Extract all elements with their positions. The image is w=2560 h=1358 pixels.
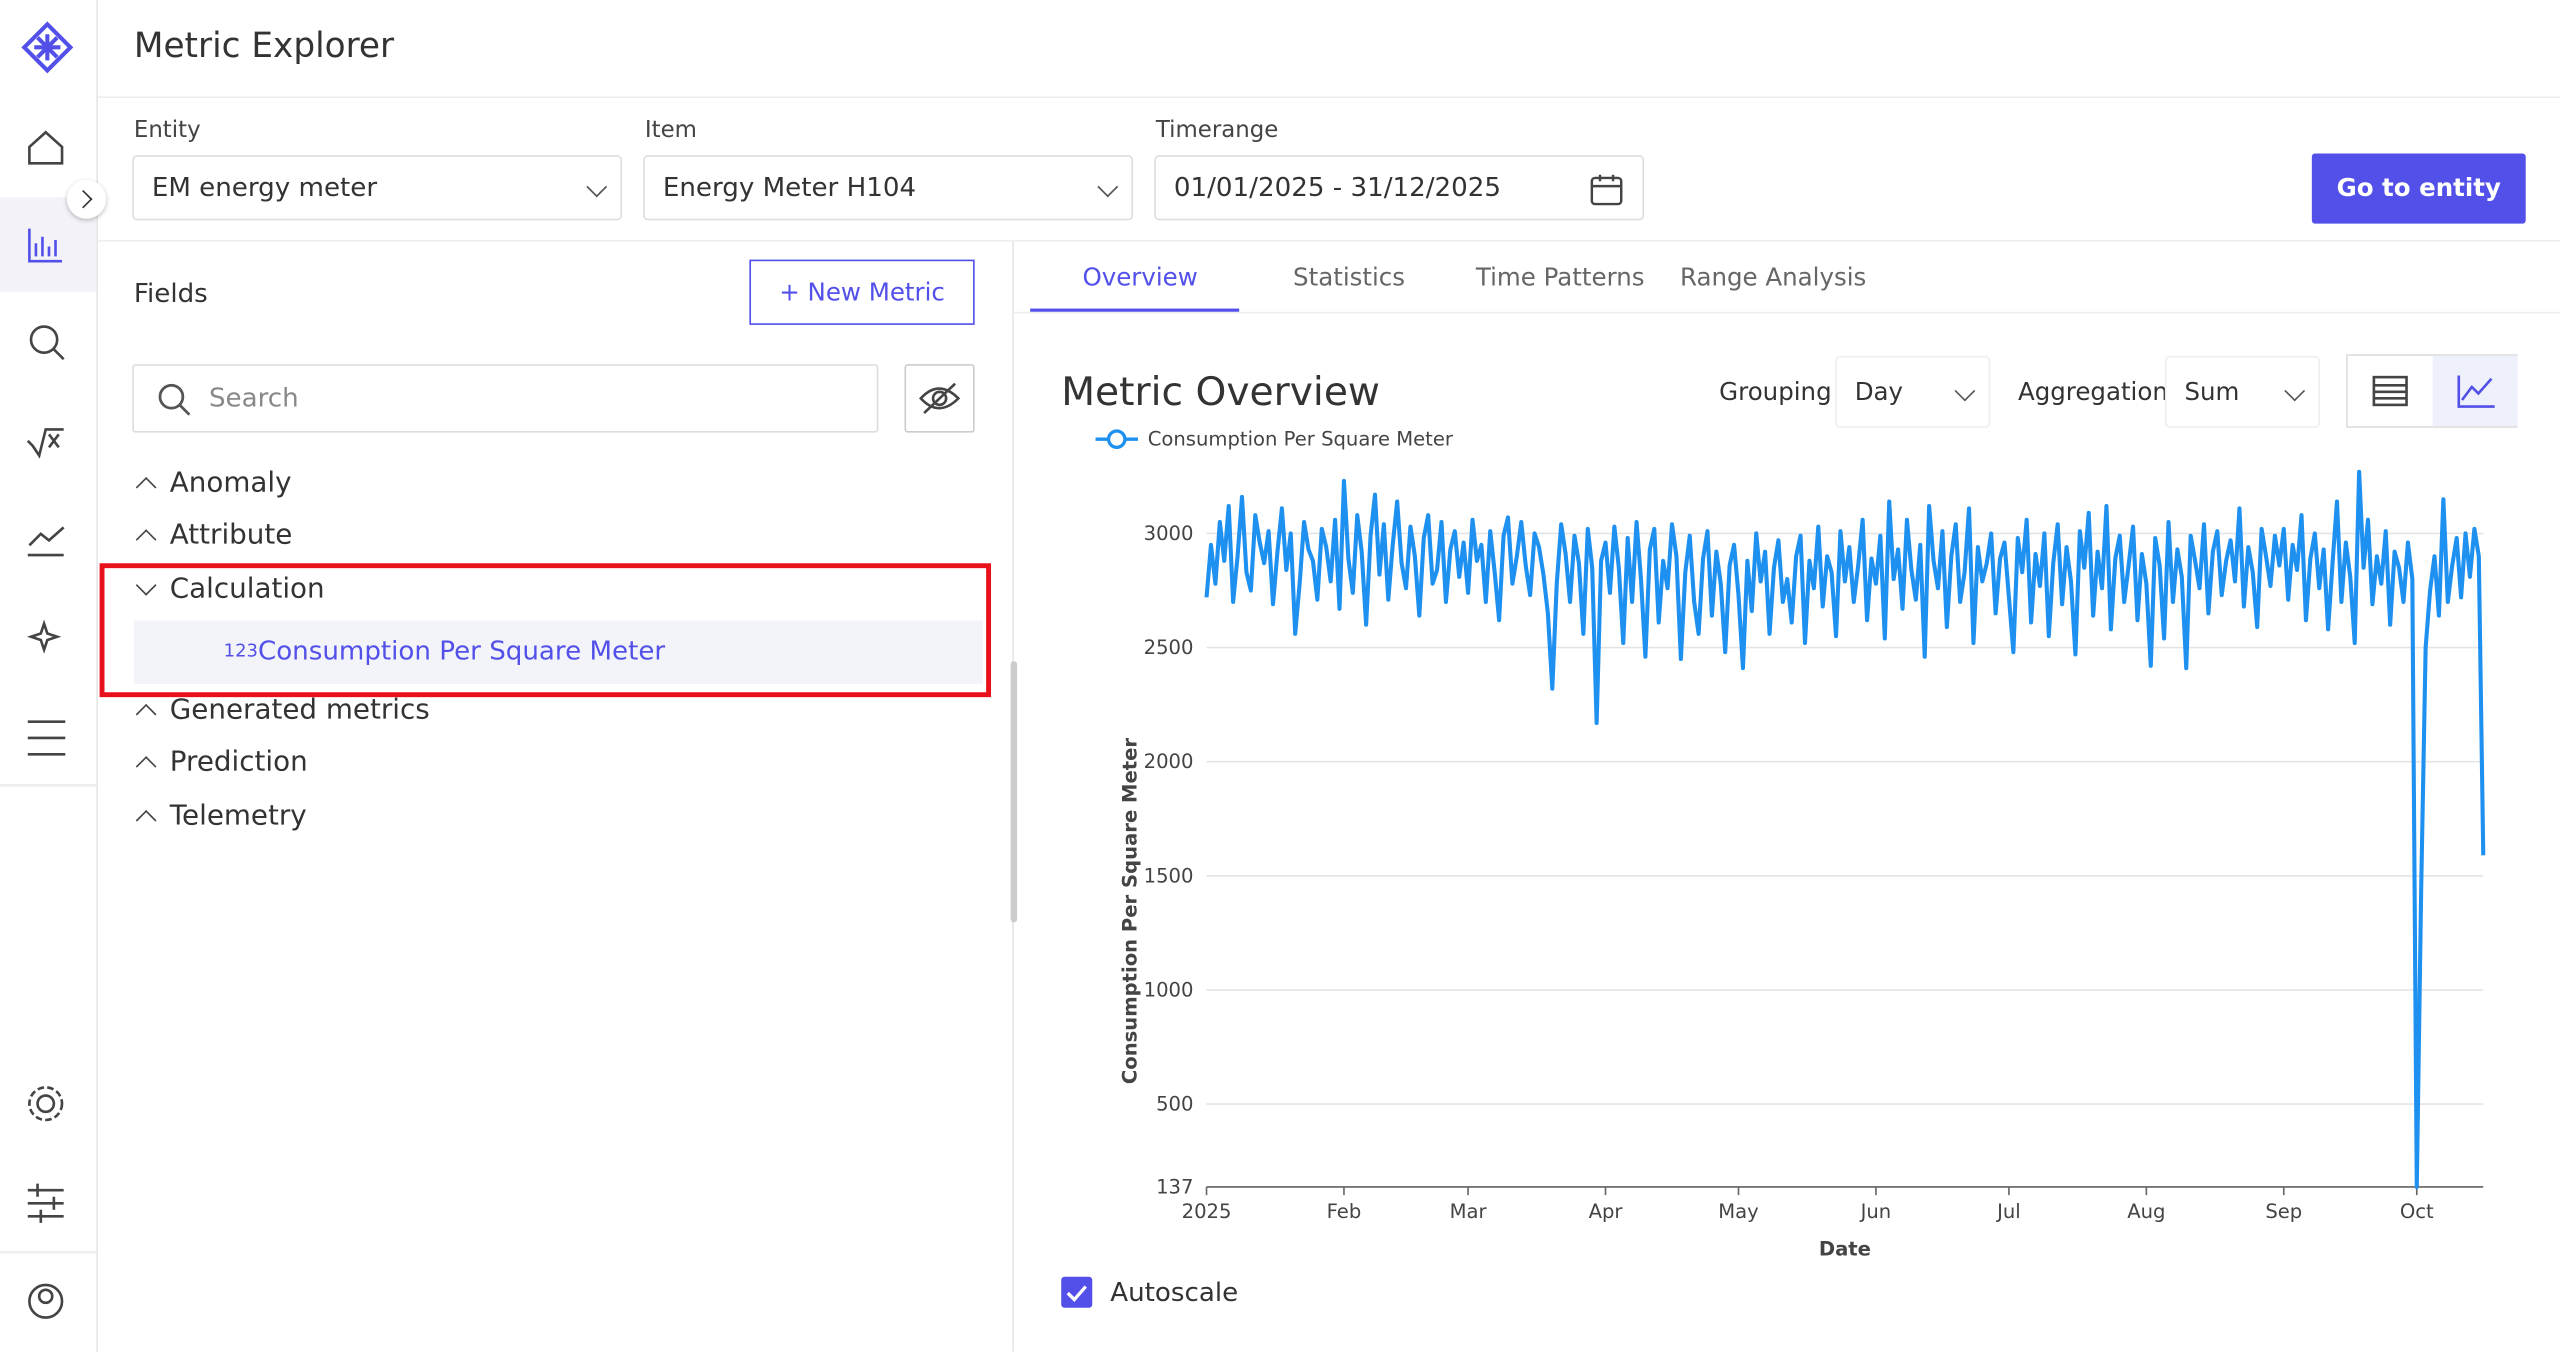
x-tick-label: Jul — [1995, 1200, 2021, 1223]
y-tick-label: 2500 — [1144, 636, 1194, 659]
filter-label: Timerange — [1155, 117, 1279, 144]
go-to-entity-button[interactable]: Go to entity — [2311, 153, 2526, 224]
tree-group[interactable]: Generated metrics — [134, 694, 430, 727]
x-tick-label: Sep — [2265, 1200, 2302, 1223]
select-value: Energy Meter H104 — [662, 171, 917, 203]
new-metric-button[interactable]: + New Metric — [749, 259, 975, 325]
calendar-icon — [1590, 174, 1623, 206]
legend-label: Consumption Per Square Meter — [1148, 428, 1454, 451]
user-icon[interactable] — [28, 1283, 64, 1319]
scrollbar[interactable] — [1010, 661, 1018, 923]
logo — [21, 21, 74, 74]
tab[interactable]: Overview — [1082, 262, 1198, 293]
field-icon: 123 — [223, 640, 258, 662]
tab[interactable]: Range Analysis — [1679, 262, 1867, 293]
x-tick-label: 2025 — [1182, 1200, 1232, 1223]
filter-label: Entity — [133, 117, 201, 144]
group-name: Telemetry — [169, 799, 307, 833]
sidebar — [0, 0, 107, 1352]
tree-group[interactable]: Attribute — [134, 519, 292, 552]
select-value: Day — [1854, 377, 1904, 407]
y-tick-label: 3000 — [1144, 522, 1194, 545]
visibility-toggle[interactable] — [904, 364, 975, 433]
y-tick-label: 137 — [1156, 1175, 1193, 1198]
y-tick-label: 1000 — [1144, 978, 1194, 1001]
filters-icon[interactable] — [27, 1183, 64, 1223]
x-tick-label: Aug — [2127, 1200, 2165, 1223]
select-value: 01/01/2025 - 31/12/2025 — [1173, 171, 1502, 203]
view-toggle — [2346, 354, 2518, 428]
tab[interactable]: Time Patterns — [1475, 262, 1645, 293]
explore-icon[interactable] — [29, 325, 59, 354]
x-tick-label: Feb — [1327, 1200, 1362, 1223]
tab[interactable]: Statistics — [1293, 262, 1406, 293]
legend-marker — [1106, 429, 1127, 449]
y-tick-label: 500 — [1156, 1093, 1193, 1116]
chart-view-button[interactable] — [2457, 375, 2495, 408]
y-axis-label: Consumption Per Square Meter — [1118, 738, 1141, 1085]
x-tick-label: May — [1718, 1200, 1758, 1223]
y-tick-label: 1500 — [1144, 864, 1194, 887]
select-value: Sum — [2184, 377, 2240, 407]
overview-title: Metric Overview — [1061, 368, 1380, 415]
select-value: EM energy meter — [151, 171, 378, 203]
field-label: Consumption Per Square Meter — [257, 635, 666, 667]
group-name: Prediction — [169, 746, 308, 779]
home-icon[interactable] — [28, 130, 64, 165]
grouping-label: Grouping — [1719, 377, 1832, 407]
tree-item[interactable]: 123 Consumption Per Square Meter — [133, 620, 983, 685]
x-tick-label: Mar — [1450, 1200, 1488, 1223]
group-name: Attribute — [169, 519, 293, 552]
ai-icon[interactable] — [26, 619, 62, 654]
group-name: Calculation — [169, 573, 325, 606]
autoscale-checkbox[interactable] — [1061, 1276, 1093, 1308]
timerange-input[interactable]: 01/01/2025 - 31/12/2025 — [1154, 155, 1645, 221]
tree-group[interactable]: Prediction — [134, 746, 308, 779]
trend-icon[interactable] — [27, 526, 65, 557]
menu-icon[interactable] — [27, 720, 66, 756]
grouping-select[interactable]: Day — [1835, 355, 1991, 428]
x-axis-label: Date — [1819, 1238, 1871, 1261]
y-tick-label: 2000 — [1144, 750, 1194, 773]
table-view-button[interactable] — [2372, 375, 2408, 407]
settings-icon[interactable] — [36, 1094, 56, 1114]
group-name: Anomaly — [169, 466, 292, 500]
highlight-box — [99, 563, 992, 698]
metrics-icon[interactable] — [28, 228, 63, 263]
x-tick-label: Oct — [2400, 1200, 2434, 1223]
search-placeholder: Search — [208, 382, 299, 414]
group-name: Generated metrics — [169, 693, 430, 727]
expand-button[interactable] — [66, 179, 107, 219]
tree-group[interactable]: Telemetry — [134, 800, 307, 833]
fields-title: Fields — [133, 277, 208, 309]
entity-select[interactable]: EM energy meter — [132, 155, 623, 221]
search-input[interactable]: Search — [132, 364, 879, 433]
page-title: Metric Explorer — [133, 26, 395, 66]
tree-group[interactable]: Anomaly — [134, 467, 292, 500]
aggregation-label: Aggregation — [2017, 377, 2168, 407]
x-tick-label: Apr — [1589, 1200, 1624, 1223]
filter-label: Item — [644, 117, 697, 144]
formula-icon[interactable] — [26, 428, 64, 459]
item-select[interactable]: Energy Meter H104 — [643, 155, 1134, 221]
tree-group[interactable]: Calculation — [134, 573, 325, 606]
autoscale-label: Autoscale — [1110, 1276, 1239, 1308]
aggregation-select[interactable]: Sum — [2164, 355, 2320, 428]
series-line — [1204, 469, 2486, 1189]
x-tick-label: Jun — [1859, 1200, 1892, 1223]
